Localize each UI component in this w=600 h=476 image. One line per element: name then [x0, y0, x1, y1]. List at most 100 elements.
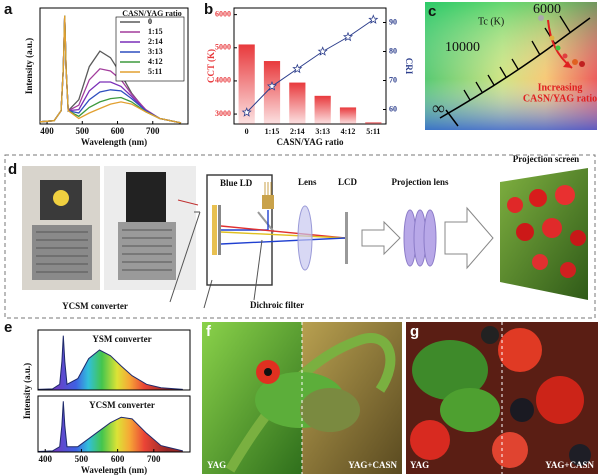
tulip — [570, 230, 586, 246]
setup-label: LCD — [338, 177, 358, 187]
bar — [263, 61, 281, 124]
setup-label: YCSM converter — [62, 301, 128, 311]
bar — [238, 44, 255, 125]
tulip — [516, 223, 534, 241]
y-tick-label: 4000 — [215, 76, 231, 85]
plot-frame — [39, 7, 189, 125]
tulip — [542, 218, 562, 238]
legend-label: 5:11 — [148, 67, 162, 76]
cri-marker — [317, 46, 328, 56]
strawberry — [410, 420, 450, 460]
panel-label: e — [4, 319, 12, 336]
x-tick-label: 400 — [38, 454, 52, 464]
fins — [122, 229, 172, 271]
cie-point — [562, 53, 568, 59]
leaf — [225, 333, 396, 473]
x-tick-label: 0 — [245, 127, 249, 136]
legend-label: 4:12 — [148, 57, 163, 66]
strawberry — [498, 328, 542, 372]
tulip — [560, 262, 576, 278]
cie-point — [555, 45, 561, 51]
cri-marker — [342, 31, 354, 42]
x-tick-label: 4:12 — [341, 127, 356, 136]
panel-label: c — [428, 3, 436, 20]
x-tick-label: 5:11 — [366, 127, 380, 136]
cri-marker — [368, 14, 379, 24]
hollow-arrow — [361, 220, 401, 256]
x-tick-label: 600 — [111, 126, 125, 136]
legend-title: CASN/YAG ratio — [122, 9, 181, 18]
leaf — [412, 340, 488, 400]
device-part — [126, 172, 166, 222]
wire — [177, 199, 199, 206]
blackberry — [481, 326, 499, 344]
blackberry — [510, 398, 534, 422]
tulip — [532, 254, 548, 270]
setup-diagram: Blue LD Lens LCD Projection lens Project… — [4, 154, 596, 319]
isotherm-inf — [445, 109, 459, 127]
x-axis-title: Wavelength (nm) — [81, 137, 147, 147]
panel-label: a — [4, 1, 13, 18]
leader — [253, 239, 263, 301]
fins — [36, 231, 88, 273]
strawberry — [536, 376, 584, 424]
strawberry — [492, 432, 528, 468]
x-tick-label: 500 — [76, 126, 90, 136]
cie-point — [538, 15, 544, 21]
x-tick-label: 500 — [75, 454, 89, 464]
blackberry — [569, 444, 591, 466]
x-tick-label: 700 — [146, 126, 160, 136]
panel-label: g — [410, 323, 419, 340]
locus-label: ∞ — [432, 98, 445, 118]
heat-sink — [118, 222, 176, 280]
frog-body-right — [300, 388, 360, 432]
dichroic-mirror — [257, 211, 275, 233]
y-tick-label: 6000 — [215, 9, 231, 18]
tulip — [529, 189, 547, 207]
y-tick-label: 5000 — [215, 43, 231, 52]
plate-base — [218, 205, 221, 255]
y2-tick-label: 60 — [389, 104, 397, 113]
spectrum-line — [37, 401, 183, 452]
setup-label: Lens — [298, 177, 317, 187]
heat-sink — [32, 225, 92, 280]
series-label: YCSM converter — [89, 400, 155, 410]
photo-label: YAG+CASN — [545, 460, 594, 470]
cie-point — [549, 35, 555, 41]
setup-label: Blue LD — [220, 178, 253, 188]
cie-diagram: Tc (K) 6000 10000 ∞ Increasing CASN/YAG … — [425, 2, 597, 130]
plot-frame — [37, 329, 191, 391]
photo-frog: YAG YAG+CASN — [202, 322, 402, 474]
cie-overlay — [425, 2, 597, 130]
bar — [314, 95, 331, 124]
bar — [339, 107, 357, 124]
lens — [297, 205, 313, 271]
frog-pupil — [264, 368, 272, 376]
legend-box — [115, 16, 185, 82]
photo-label: YAG — [410, 460, 429, 470]
panel-label: d — [8, 161, 17, 178]
setup-label: Dichroic filter — [250, 300, 304, 310]
setup-label: Projection lens — [391, 177, 449, 187]
converter-plate — [212, 205, 217, 255]
red-beam — [220, 225, 346, 239]
x-tick-label: 2:14 — [290, 127, 305, 136]
y-axis-title: Intensity (a.u.) — [22, 363, 32, 419]
legend-label: 2:14 — [148, 37, 163, 46]
yellow-beam — [220, 231, 346, 239]
x-tick-label: 1:15 — [265, 127, 280, 136]
cri-marker — [241, 107, 252, 117]
arrow-label: Increasing — [538, 82, 583, 93]
x-axis-title: CASN/YAG ratio — [277, 137, 344, 147]
y2-tick-label: 70 — [389, 75, 397, 84]
legend-label: 0 — [148, 17, 152, 26]
cri-marker — [266, 81, 278, 91]
y2-axis-title: CRI — [404, 58, 414, 75]
panel-label: b — [204, 1, 213, 18]
plot-frame — [233, 7, 387, 125]
cri-line — [246, 19, 374, 113]
panel-label: f — [206, 323, 212, 340]
locus-label: 10000 — [445, 40, 480, 55]
x-tick-label: 600 — [111, 454, 125, 464]
